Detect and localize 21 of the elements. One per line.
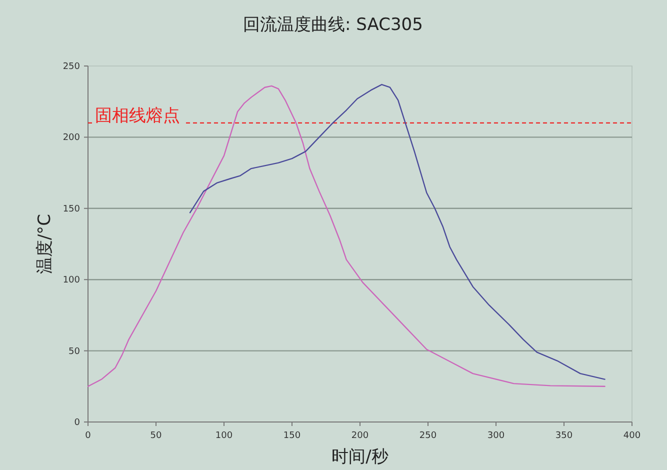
x-tick-label: 200 (351, 431, 369, 441)
line-series (189, 84, 606, 380)
x-tick-label: 150 (283, 431, 301, 441)
x-tick-label: 350 (555, 431, 573, 441)
ref-line-label: 固相线熔点 (95, 106, 180, 126)
x-tick-label: 400 (623, 431, 641, 441)
y-tick-label: 150 (62, 204, 80, 214)
y-tick-label: 100 (62, 276, 80, 286)
line-series (87, 85, 606, 387)
x-tick-label: 0 (85, 431, 92, 441)
x-tick-label: 300 (487, 431, 505, 441)
x-tick-label: 100 (215, 431, 233, 441)
y-tick-label: 50 (68, 346, 80, 357)
y-axis-title: 温度/°C (35, 214, 55, 274)
y-tick-label: 0 (74, 418, 80, 428)
x-tick-label: 250 (419, 431, 437, 441)
x-axis-title: 时间/秒 (332, 447, 388, 467)
y-tick-label: 200 (62, 133, 80, 144)
y-tick-label: 250 (62, 62, 80, 72)
x-tick-label: 50 (150, 431, 162, 441)
chart-title: 回流温度曲线: SAC305 (243, 15, 423, 35)
